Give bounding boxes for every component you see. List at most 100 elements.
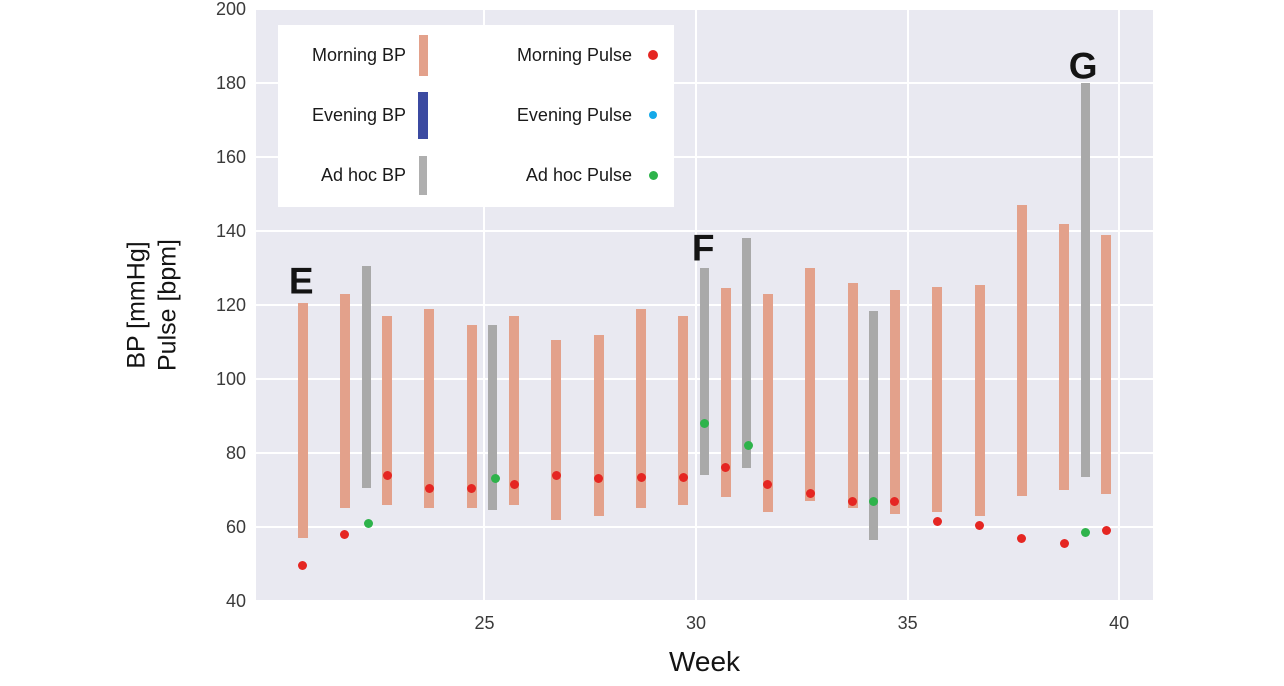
morning-bp-bar bbox=[339, 293, 350, 509]
morning-pulse-dot bbox=[763, 479, 773, 489]
morning-bp-bar bbox=[593, 334, 604, 516]
legend-row-ad-hoc-bp: Ad hoc BP Ad hoc Pulse bbox=[278, 145, 674, 205]
gridline-x-30 bbox=[695, 9, 698, 601]
y-axis-label-line1: BP [mmHg] bbox=[122, 241, 151, 369]
ad-hoc-pulse-dot bbox=[1080, 528, 1090, 538]
morning-bp-bar bbox=[847, 282, 858, 509]
y-axis-label: BP [mmHg] Pulse [bpm] bbox=[122, 239, 183, 371]
morning-bp-bar bbox=[382, 316, 393, 505]
gridline-y-140 bbox=[256, 230, 1153, 232]
legend-row-evening-bp: Evening BP Evening Pulse bbox=[278, 85, 674, 145]
annotation-E: E bbox=[288, 260, 314, 302]
ad-hoc-bp-bar bbox=[700, 268, 709, 476]
gridline-x-25 bbox=[483, 9, 486, 601]
legend-label-evening-bp: Evening BP bbox=[311, 104, 406, 125]
annotation-F: F bbox=[691, 227, 715, 269]
morning-bp-bar bbox=[974, 284, 985, 516]
morning-pulse-dot bbox=[678, 472, 688, 482]
legend-label-evening-pulse: Evening Pulse bbox=[516, 104, 632, 125]
morning-pulse-dot bbox=[890, 496, 900, 506]
x-axis-label: Week bbox=[668, 646, 741, 677]
ad-hoc-pulse-dot bbox=[363, 518, 373, 528]
morning-pulse-dot bbox=[298, 561, 308, 571]
gridline-x-35 bbox=[906, 9, 909, 601]
legend-label-morning-pulse: Morning Pulse bbox=[516, 44, 632, 65]
morning-bp-bar bbox=[889, 290, 900, 515]
legend-label-ad-hoc-pulse: Ad hoc Pulse bbox=[525, 164, 632, 185]
y-tick-label-200: 200 bbox=[215, 0, 246, 19]
morning-pulse-dot bbox=[932, 516, 942, 526]
legend-dot-evening-pulse bbox=[649, 111, 657, 119]
morning-pulse-dot bbox=[1101, 526, 1111, 536]
ad-hoc-bp-bar bbox=[361, 266, 371, 489]
ad-hoc-pulse-dot bbox=[744, 441, 754, 451]
ad-hoc-pulse-dot bbox=[869, 496, 879, 506]
y-tick-label-40: 40 bbox=[225, 591, 246, 611]
morning-bp-bar bbox=[551, 340, 562, 520]
legend-dot-ad-hoc-pulse bbox=[648, 170, 658, 180]
morning-pulse-dot bbox=[382, 470, 392, 480]
morning-pulse-dot bbox=[551, 470, 561, 480]
legend-dot-morning-pulse bbox=[648, 50, 658, 60]
legend-swatch-morning-bp bbox=[418, 34, 428, 76]
morning-pulse-dot bbox=[805, 489, 815, 499]
morning-pulse-dot bbox=[975, 520, 985, 530]
x-tick-label-25: 25 bbox=[474, 613, 495, 633]
x-tick-label-40: 40 bbox=[1109, 613, 1130, 633]
morning-bp-bar bbox=[1059, 223, 1070, 490]
gridline-x-40 bbox=[1118, 9, 1121, 601]
y-axis-label-line2: Pulse [bpm] bbox=[153, 238, 181, 372]
morning-bp-bar bbox=[466, 325, 477, 509]
y-tick-label-140: 140 bbox=[215, 221, 246, 241]
morning-bp-bar bbox=[636, 308, 647, 509]
morning-bp-bar bbox=[678, 316, 689, 505]
legend-swatch-ad-hoc-bp bbox=[419, 155, 427, 195]
ad-hoc-bp-bar bbox=[742, 238, 752, 468]
y-tick-label-80: 80 bbox=[225, 443, 246, 463]
morning-bp-bar bbox=[297, 303, 308, 539]
morning-pulse-dot bbox=[721, 463, 731, 473]
morning-pulse-dot bbox=[424, 483, 434, 493]
annotation-G: G bbox=[1068, 45, 1098, 87]
legend-label-ad-hoc-bp: Ad hoc BP bbox=[320, 164, 406, 185]
ad-hoc-pulse-dot bbox=[490, 474, 500, 484]
ad-hoc-pulse-dot bbox=[700, 418, 709, 428]
ad-hoc-bp-bar bbox=[488, 325, 498, 511]
x-tick-label-30: 30 bbox=[686, 613, 707, 633]
y-tick-label-120: 120 bbox=[215, 295, 246, 315]
gridline-y-60 bbox=[256, 526, 1153, 528]
plot-area: E F G bbox=[256, 8, 1153, 602]
x-tick-label-35: 35 bbox=[897, 613, 918, 633]
ad-hoc-bp-bar bbox=[869, 310, 879, 540]
gridline-y-180 bbox=[256, 82, 1153, 84]
y-tick-label-60: 60 bbox=[225, 517, 246, 537]
morning-pulse-dot bbox=[1017, 533, 1027, 543]
legend-swatch-evening-bp bbox=[418, 91, 428, 139]
morning-pulse-dot bbox=[467, 483, 477, 493]
morning-pulse-dot bbox=[636, 472, 646, 482]
morning-pulse-dot bbox=[1059, 539, 1069, 549]
y-tick-label-100: 100 bbox=[215, 369, 246, 389]
morning-pulse-dot bbox=[848, 496, 858, 506]
legend-row-morning-bp: Morning BP Morning Pulse bbox=[278, 25, 674, 85]
legend-label-morning-bp: Morning BP bbox=[311, 44, 406, 65]
morning-bp-bar bbox=[509, 316, 520, 505]
morning-pulse-dot bbox=[340, 529, 350, 539]
morning-pulse-dot bbox=[594, 474, 604, 484]
gridline-y-40 bbox=[256, 600, 1153, 602]
gridline-y-200 bbox=[256, 8, 1153, 10]
morning-pulse-dot bbox=[509, 479, 519, 489]
morning-bp-bar bbox=[932, 286, 943, 513]
ad-hoc-bp-bar bbox=[1080, 83, 1090, 478]
y-tick-label-160: 160 bbox=[215, 147, 246, 167]
morning-bp-bar bbox=[1101, 234, 1112, 494]
morning-bp-bar bbox=[424, 308, 435, 509]
morning-bp-bar bbox=[720, 288, 731, 498]
y-tick-label-180: 180 bbox=[215, 73, 246, 93]
gridline-y-160 bbox=[256, 156, 1153, 158]
legend: Morning BP Morning Pulse Evening BP Evening… bbox=[278, 25, 674, 207]
morning-bp-bar bbox=[762, 293, 773, 513]
morning-bp-bar bbox=[1016, 205, 1027, 496]
morning-bp-bar bbox=[805, 268, 816, 502]
